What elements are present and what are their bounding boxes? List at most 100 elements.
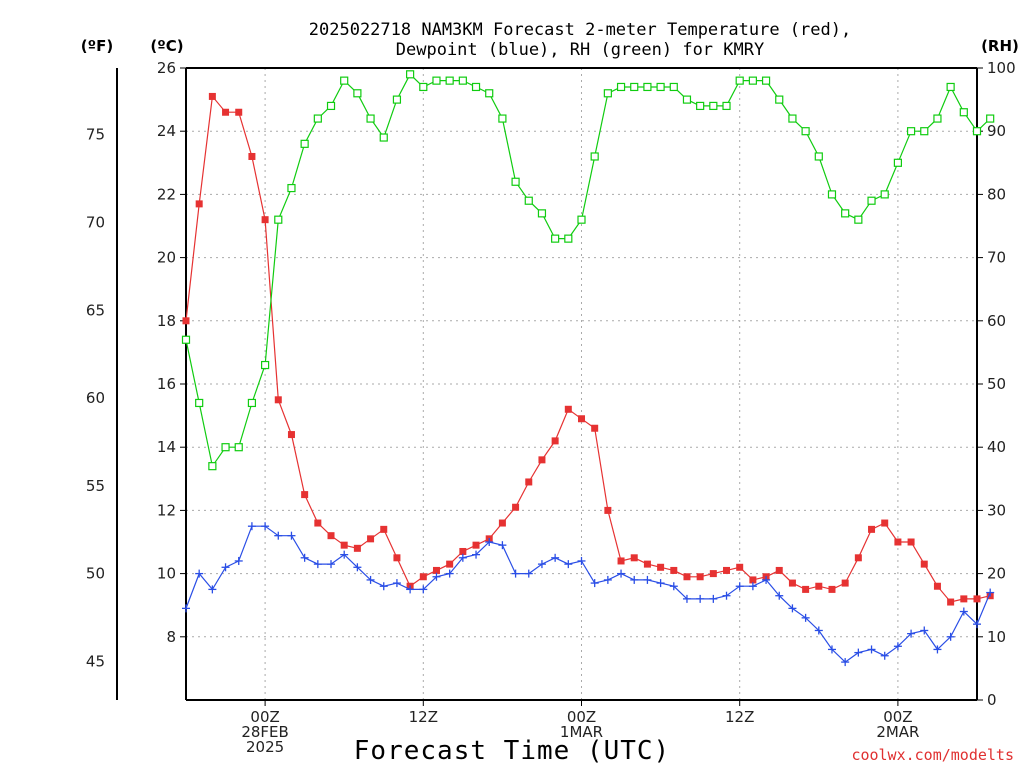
data-series (181, 70, 995, 667)
dewpoint-marker (722, 591, 731, 600)
celsius-tick-label: 14 (157, 438, 176, 456)
temperature-marker (301, 491, 309, 499)
dewpoint-marker (709, 594, 718, 603)
fahrenheit-tick-label: 75 (86, 126, 105, 144)
temperature-marker (683, 573, 691, 581)
temperature-marker (380, 525, 388, 533)
rh-marker (775, 95, 784, 104)
temperature-marker (340, 541, 348, 549)
rh-marker (946, 82, 955, 92)
rh-tick-label: 40 (987, 438, 1006, 456)
x-tick-label: 12Z (725, 708, 754, 726)
rh-tick-label: 30 (987, 501, 1006, 519)
rh-marker (577, 215, 586, 224)
dewpoint-marker (564, 560, 573, 569)
dewpoint-marker (234, 556, 243, 565)
temperature-marker (960, 595, 968, 603)
temperature-marker (353, 544, 361, 552)
dewpoint-marker (406, 585, 415, 594)
dewpoint-line (185, 525, 991, 663)
temperature-marker (933, 582, 941, 590)
dewpoint-marker (946, 632, 955, 641)
rh-tick-label: 0 (987, 691, 997, 709)
x-axis-title: Forecast Time (UTC) (354, 736, 670, 766)
rh-tick-label: 80 (987, 185, 1006, 203)
rh-marker (340, 76, 349, 85)
gridlines (186, 68, 977, 700)
dewpoint-marker (537, 560, 546, 569)
rh-marker (524, 196, 533, 205)
rh-marker (603, 89, 612, 98)
temperature-marker (868, 525, 876, 533)
rh-tick-label: 60 (987, 312, 1006, 330)
dewpoint-marker (274, 531, 283, 540)
rh-marker (972, 127, 982, 136)
temperature-marker (248, 152, 256, 160)
fahrenheit-tick-label: 60 (86, 389, 105, 407)
rh-marker (867, 196, 876, 205)
dewpoint-marker (643, 575, 652, 584)
celsius-tick-label: 10 (157, 565, 176, 583)
dewpoint-marker (366, 575, 375, 584)
rh-marker (933, 114, 942, 123)
temperature-marker (287, 431, 295, 439)
temperature-marker (894, 538, 902, 546)
rh-tick-label: 70 (987, 249, 1006, 267)
rh-marker (419, 82, 428, 92)
rh-marker (379, 133, 388, 142)
rh-tick-label: 90 (987, 122, 1006, 140)
rh-marker (656, 82, 665, 92)
rh-marker (234, 443, 243, 452)
temperature-marker (367, 535, 375, 543)
rh-marker (616, 82, 626, 92)
rh-marker (498, 114, 507, 123)
rh-unit-label: (RH) (981, 37, 1019, 55)
dewpoint-marker (880, 651, 889, 660)
temperature-marker (261, 216, 269, 224)
rh-marker (682, 95, 692, 104)
fahrenheit-tick-label: 65 (86, 301, 105, 319)
dewpoint-marker (973, 620, 981, 629)
rh-marker (445, 76, 454, 85)
temperature-marker (920, 560, 928, 568)
x-tick-label: 00Z (567, 708, 596, 726)
rh-marker (709, 101, 718, 111)
x-tick-label: 2025 (246, 738, 284, 756)
rh-marker (353, 89, 362, 98)
x-tick-label: 1MAR (560, 723, 603, 741)
dewpoint-marker (445, 569, 454, 578)
dewpoint-marker (261, 522, 270, 531)
rh-marker (920, 127, 929, 136)
temperature-marker (696, 573, 704, 581)
rh-marker (841, 209, 850, 218)
temperature-marker (841, 579, 849, 587)
temperature-marker (907, 538, 915, 546)
fahrenheit-tick-label: 55 (86, 477, 105, 495)
rh-marker (761, 76, 771, 85)
dewpoint-marker (933, 645, 942, 654)
dewpoint-marker (485, 538, 494, 546)
dewpoint-marker (327, 560, 336, 569)
celsius-tick-label: 12 (157, 501, 176, 519)
dewpoint-marker (748, 582, 757, 591)
dewpoint-marker (287, 531, 296, 540)
temperature-marker (446, 560, 454, 568)
dewpoint-marker (313, 560, 322, 569)
temperature-marker (973, 595, 981, 603)
rh-marker (748, 76, 757, 85)
rh-marker (959, 108, 968, 117)
dewpoint-marker (801, 613, 810, 622)
celsius-tick-label: 8 (166, 628, 176, 646)
temperature-marker (538, 456, 546, 464)
rh-marker (814, 152, 823, 161)
x-tick-label: 00Z (250, 708, 279, 726)
celsius-tick-label: 20 (157, 249, 176, 267)
temperature-marker (208, 92, 216, 100)
rh-marker (485, 89, 494, 98)
temperature-marker (564, 405, 572, 413)
dewpoint-marker (814, 626, 823, 635)
dewpoint-marker (907, 629, 916, 638)
rh-marker (854, 215, 863, 224)
dewpoint-marker (577, 556, 586, 565)
